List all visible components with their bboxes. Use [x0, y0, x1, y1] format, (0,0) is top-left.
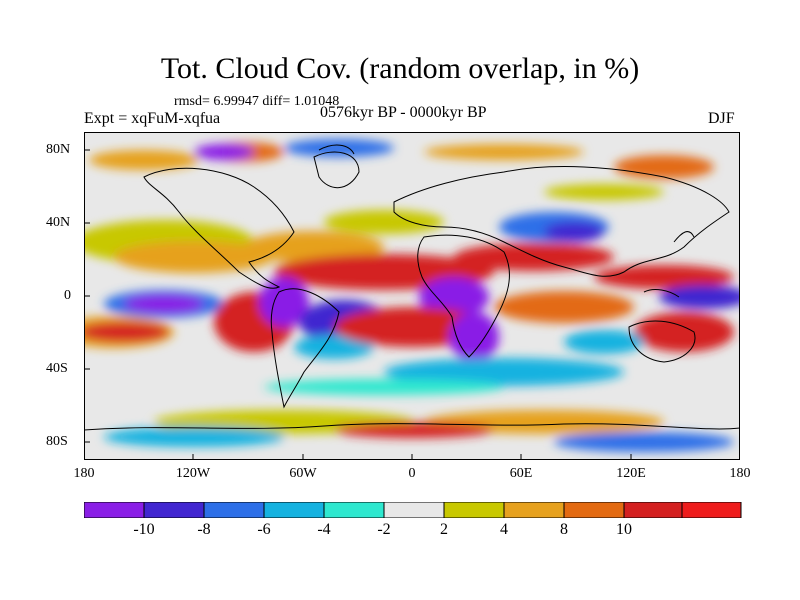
- colorbar: [84, 502, 742, 518]
- lat-label-0: 0: [64, 288, 71, 303]
- lat-label-80n: 80N: [46, 142, 71, 157]
- chart-title: Tot. Cloud Cov. (random overlap, in %): [160, 52, 640, 85]
- lon-label-0: 0: [408, 466, 416, 481]
- colorbar-label: -8: [197, 521, 211, 538]
- colorbar-bin-9: [563, 502, 625, 518]
- lat-label-40n: 40N: [46, 215, 71, 230]
- lon-label-60e: 60E: [509, 466, 533, 481]
- colorbar-label: -4: [317, 521, 331, 538]
- colorbar-label: -10: [133, 521, 155, 538]
- colorbar-label: 8: [560, 521, 568, 538]
- experiment-label: Expt = xqFuM-xqfua: [84, 110, 221, 127]
- colorbar-bin-4: [263, 502, 325, 518]
- colorbar-bin-11: [681, 502, 742, 518]
- season-label: DJF: [708, 110, 735, 127]
- colorbar-bin-5: [323, 502, 385, 518]
- colorbar-bin-7: [443, 502, 505, 518]
- cloud-cover-difference-map: [84, 132, 740, 460]
- colorbar-label: -2: [377, 521, 391, 538]
- colorbar-bin-3: [203, 502, 265, 518]
- lat-label-80s: 80S: [46, 434, 68, 449]
- colorbar-label: 10: [616, 521, 632, 538]
- lon-label-120w: 120W: [175, 466, 211, 481]
- lat-label-40s: 40S: [46, 361, 68, 376]
- colorbar-label: -6: [257, 521, 271, 538]
- colorbar-bin-10: [623, 502, 683, 518]
- axis-ticks: [84, 149, 632, 460]
- colorbar-label: 4: [500, 521, 508, 538]
- period-label: 0576kyr BP - 0000kyr BP: [320, 104, 487, 121]
- lon-label-180-left: 180: [73, 466, 95, 481]
- lon-label-60w: 60W: [289, 466, 317, 481]
- stats-line: rmsd= 6.99947 diff= 1.01048: [174, 94, 340, 109]
- colorbar-bin-6: [383, 502, 445, 518]
- colorbar-bin-2: [143, 502, 205, 518]
- lon-label-120e: 120E: [616, 466, 646, 481]
- colorbar-bin-1: [84, 502, 145, 518]
- colorbar-label: 2: [440, 521, 448, 538]
- lon-label-180-right: 180: [729, 466, 751, 481]
- coastlines: [84, 144, 740, 431]
- colorbar-bin-8: [503, 502, 565, 518]
